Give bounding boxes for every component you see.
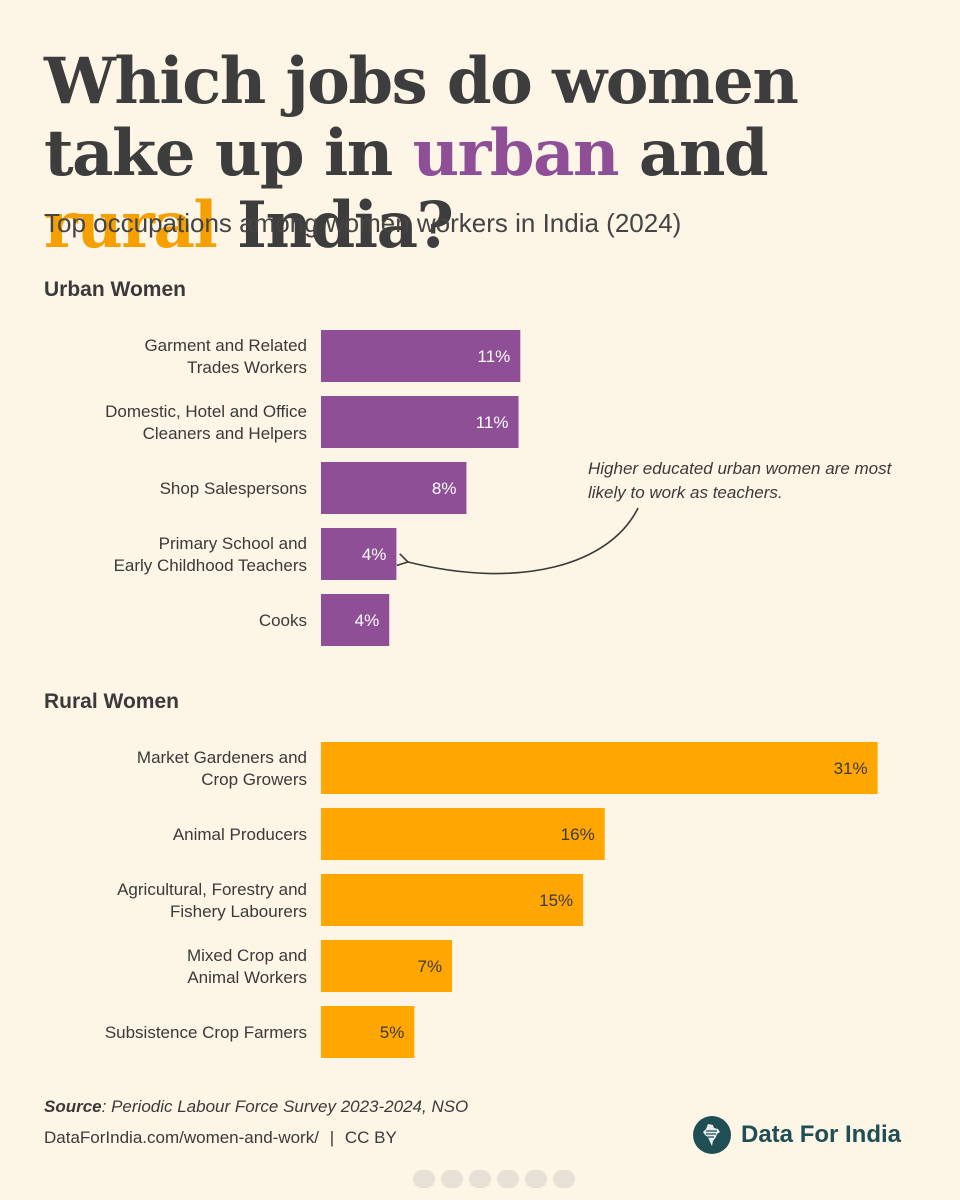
- urban-category-label-3: Shop Salespersons: [160, 479, 307, 498]
- urban-category-label-2: Domestic, Hotel and Office Cleaners and H…: [105, 402, 307, 443]
- rural-bar-3: [321, 874, 584, 926]
- dot: [441, 1170, 463, 1188]
- urban-section-title: Urban Women: [44, 278, 186, 301]
- urban-value-label-4: 4%: [362, 545, 387, 564]
- rural-value-label-4: 7%: [417, 957, 442, 976]
- rural-section-title: Rural Women: [44, 690, 179, 713]
- brand-logo-group[interactable]: Data For India: [693, 1116, 901, 1154]
- urban-category-label-4: Primary School and Early Childhood Teache…: [114, 534, 307, 575]
- source-label: Source: [44, 1097, 102, 1116]
- urban-bar-2: [321, 396, 519, 448]
- annotation-arrow: [396, 507, 639, 575]
- rural-category-label-3: Agricultural, Forestry and Fishery Labour…: [117, 880, 307, 921]
- urban-bar-5: [321, 594, 390, 646]
- urban-bars: 11% Garment and Related Trades Workers 11% D…: [105, 330, 521, 646]
- page-title: Which jobs do women take up in urban and…: [44, 46, 924, 262]
- urban-bar-4: [321, 528, 397, 580]
- rural-category-label-4: Mixed Crop and Animal Workers: [187, 946, 307, 987]
- source-text: : Periodic Labour Force Survey 2023-2024…: [101, 1097, 469, 1116]
- dot: [497, 1170, 519, 1188]
- rural-category-label-2: Animal Producers: [173, 825, 307, 844]
- rural-bar-5: [321, 1006, 415, 1058]
- rural-bar-4: [321, 940, 453, 992]
- footer-line: DataForIndia.com/women-and-work/ | CC BY: [44, 1128, 397, 1148]
- title-part2: and: [618, 116, 769, 191]
- rural-category-label-5: Subsistence Crop Farmers: [105, 1023, 307, 1042]
- rural-value-label-5: 5%: [380, 1023, 405, 1042]
- dot: [525, 1170, 547, 1188]
- rural-value-label-3: 15%: [539, 891, 573, 910]
- license-text: CC BY: [344, 1128, 397, 1147]
- india-map-icon: [693, 1116, 731, 1154]
- dot: [469, 1170, 491, 1188]
- urban-category-label-5: Cooks: [259, 611, 307, 630]
- rural-value-label-1: 31%: [834, 759, 868, 778]
- dot: [553, 1170, 575, 1188]
- title-rural: rural: [44, 188, 218, 263]
- rural-value-label-2: 16%: [561, 825, 595, 844]
- urban-value-label-5: 4%: [355, 611, 380, 630]
- urban-value-label-3: 8%: [432, 479, 457, 498]
- source-line: Source: Periodic Labour Force Survey 202…: [44, 1097, 468, 1117]
- title-part1: Which jobs do women take up in: [44, 44, 799, 191]
- urban-category-label-1: Garment and Related Trades Workers: [144, 336, 307, 377]
- title-part3: India?: [216, 188, 454, 263]
- urban-bar-1: [321, 330, 521, 382]
- footer-separator: |: [329, 1128, 335, 1147]
- urban-value-label-1: 11%: [478, 347, 511, 366]
- rural-bars: 31% Market Gardeners and Crop Growers 16% An…: [105, 742, 878, 1058]
- title-urban: urban: [412, 116, 620, 191]
- pagination-dots: [413, 1170, 575, 1188]
- annotation-note: Higher educated urban women are most lik…: [588, 459, 892, 502]
- subtitle: Top occupations among women workers in I…: [44, 208, 682, 238]
- rural-category-label-1: Market Gardeners and Crop Growers: [137, 748, 307, 789]
- urban-value-label-2: 11%: [476, 413, 509, 432]
- urban-bar-3: [321, 462, 467, 514]
- footer-url-link[interactable]: DataForIndia.com/women-and-work/: [44, 1128, 319, 1147]
- rural-bar-1: [321, 742, 878, 794]
- dot: [413, 1170, 435, 1188]
- brand-name: Data For India: [741, 1121, 902, 1148]
- rural-bar-2: [321, 808, 605, 860]
